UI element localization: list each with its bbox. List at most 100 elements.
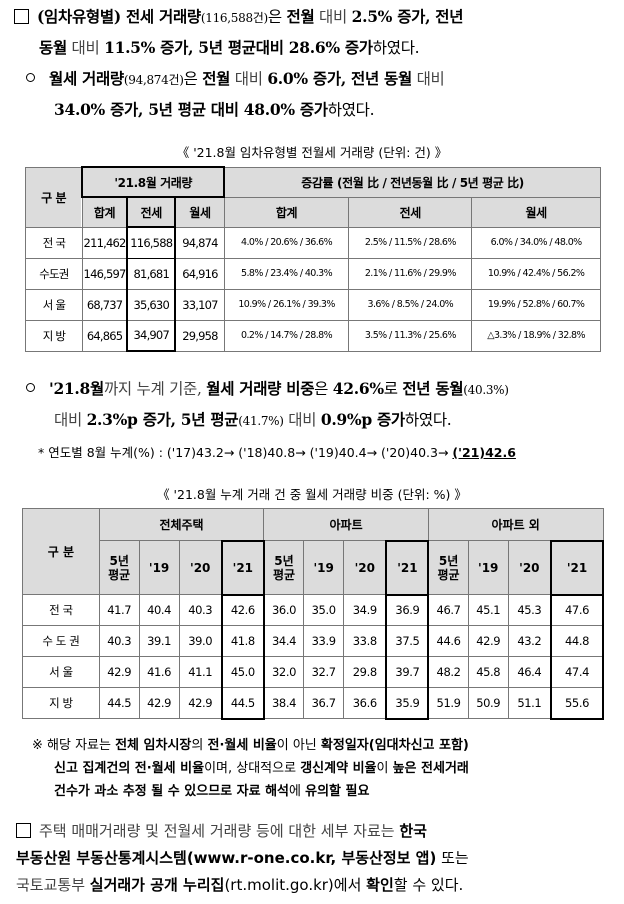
rt-molit-link[interactable]: 실거래가 공개 누리집 [89, 876, 225, 894]
text: 대비 [54, 411, 87, 429]
table2-caption: 《 '21.8월 누계 거래 건 중 월세 거래량 비중 (단위: %) 》 [157, 487, 467, 502]
share-cell: 45.0 [220, 656, 265, 688]
region-cell: 전 국 [25, 226, 83, 259]
share-cell: 51.1 [507, 687, 552, 719]
table2-subheader: '21 [220, 539, 265, 596]
share-cell: 51.9 [427, 687, 469, 719]
text: 까지 누계 기준, [103, 380, 207, 398]
text: 건수가 과소 추정 될 수 있으므로 자료 해석 [54, 784, 290, 799]
rate-total-cell: 4.0% / 20.6% / 36.6% [223, 226, 350, 259]
share-cell: 40.4 [138, 594, 180, 626]
text: 동월 [39, 38, 67, 57]
text: 은 [314, 380, 333, 398]
text: 42.6% [332, 379, 384, 398]
table-row: 전 국 211,462 116,588 94,874 4.0% / 20.6% … [25, 226, 601, 259]
table-row: 서 울 42.9 41.6 41.1 45.0 32.0 32.7 29.8 39.7 48.2 4… [22, 656, 604, 688]
table2-subheader: 5년 평균 [98, 540, 140, 595]
total-cell: 64,865 [81, 319, 128, 352]
share-cell: 39.7 [385, 656, 430, 688]
share-cell: 35.0 [303, 594, 345, 626]
text: 은 [267, 8, 287, 26]
jeonse-cell: 81,681 [126, 257, 177, 290]
table1-header-gubun: 구 분 [25, 166, 83, 228]
rate-wolse-cell: 10.9% / 42.4% / 56.2% [471, 257, 601, 290]
text: 전월 [202, 69, 231, 88]
text: 국토교통부 [16, 876, 90, 894]
table2-group-header: 아파트 [263, 508, 429, 541]
table-row: 지 방 64,865 34,907 29,958 0.2% / 14.7% / … [25, 319, 601, 352]
wolse-heading: 월세 거래량 [49, 69, 124, 88]
table2-subheader: 5년 평균 [263, 540, 305, 595]
paragraph-share-line1: '21.8월까지 누계 기준, 월세 거래량 비중은 42.6%로 전년 동월(… [26, 374, 624, 405]
text: 높은 전세거래 [392, 761, 469, 776]
text: 건수가 과소 추정 될 수 있으므로 자료 해석에 유의할 필요 [32, 780, 624, 803]
share-cell: 38.4 [263, 687, 305, 719]
table-row: 전 국 41.7 40.4 40.3 42.6 36.0 35.0 34.9 36.9 46.7 4… [22, 594, 604, 626]
jeonse-cell: 116,588 [126, 226, 177, 259]
rate-total-cell: 0.2% / 14.7% / 28.8% [223, 319, 350, 352]
share-cell: 40.3 [98, 625, 140, 657]
share-cell: 42.6 [220, 594, 265, 626]
text: 하였다. [372, 39, 420, 57]
share-cell: 33.9 [303, 625, 345, 657]
text: 이 아닌 [276, 738, 321, 753]
share-cell: 36.6 [343, 687, 387, 719]
text: 신고 집계건의 전·월세 비율이며, 상대적으로 갱신계약 비율이 높은 전세거… [32, 757, 624, 780]
region-cell: 전 국 [22, 594, 100, 626]
text: 로 [383, 380, 403, 398]
text: 부동산원 부동산통계시스템(www.r-one.co.kr, 부동산정보 앱) … [16, 845, 624, 872]
share-cell: 39.1 [138, 625, 180, 657]
yearly-cumulative-note: * 연도별 8월 누계(%) : ('17)43.2→ ('18)40.8→ (… [38, 442, 516, 461]
text: 전년 동월 [402, 379, 464, 398]
text: 주택 매매거래량 및 전월세 거래량 등에 대한 세부 자료는 한국 [16, 818, 624, 845]
wolse-cell: 64,916 [174, 257, 225, 290]
text: 2.3%p 증가, 5년 평균 [86, 410, 239, 429]
share-cell: 41.1 [178, 656, 223, 688]
text: 국토교통부 실거래가 공개 누리집(rt.molit.go.kr)에서 확인할 … [16, 872, 624, 899]
rate-jeonse-cell: 3.5% / 11.3% / 25.6% [348, 319, 473, 352]
rate-total-cell: 5.8% / 23.4% / 40.3% [223, 257, 350, 290]
text: 11.5% 증가, 5년 평균대비 28.6% 증가 [104, 38, 373, 57]
text: 전체 임차시장 [115, 738, 192, 753]
text: 이 [376, 761, 393, 776]
share-cell: 32.0 [263, 656, 305, 688]
r-one-link[interactable]: 부동산원 부동산통계시스템(www.r-one.co.kr, 부동산정보 앱) [16, 849, 437, 867]
text: 월세 거래량 비중 [206, 379, 315, 398]
text: (40.3%) [463, 383, 509, 397]
text: 한국 [399, 822, 427, 840]
table2-subheader: '19 [467, 540, 509, 595]
table2-subheader: '20 [343, 540, 387, 595]
table1-header-volume: '21.8월 거래량 [81, 166, 226, 198]
text: ※ 해당 자료는 [32, 738, 116, 753]
paragraph-jeonse-line2: 동월 대비 11.5% 증가, 5년 평균대비 28.6% 증가하였다. [14, 33, 624, 63]
square-bullet-icon [16, 823, 31, 838]
total-cell: 146,597 [81, 257, 128, 290]
share-cell: 45.1 [467, 594, 509, 626]
share-cell: 35.9 [385, 687, 430, 720]
table2-subheader: '20 [178, 540, 223, 595]
circle-bullet-icon [26, 383, 35, 392]
region-cell: 지 방 [22, 687, 100, 719]
total-cell: 68,737 [81, 288, 128, 321]
share-cell: 46.4 [507, 656, 552, 688]
region-cell: 수 도 권 [22, 625, 100, 657]
text: 갱신계약 비율 [300, 761, 377, 776]
text: ※ 해당 자료는 전체 임차시장의 전·월세 비율이 아닌 확정일자(임대차신고… [32, 734, 624, 757]
paragraph-jeonse: (임차유형별) 전세 거래량(116,588건)은 전월 대비 2.5% 증가,… [0, 2, 624, 63]
text: 이며, 상대적으로 [204, 761, 301, 776]
paragraph-wolse: 월세 거래량(94,874건)은 전월 대비 6.0% 증가, 전년 동월 대비… [0, 64, 624, 125]
table2-subheader: 5년 평균 [427, 540, 469, 595]
rate-jeonse-cell: 3.6% / 8.5% / 24.0% [348, 288, 473, 321]
text: 대비 [314, 8, 352, 26]
text: 은 [183, 70, 203, 88]
jeonse-cell: 34,907 [126, 319, 177, 352]
region-cell: 지 방 [25, 319, 83, 352]
rate-wolse-cell: 6.0% / 34.0% / 48.0% [471, 226, 601, 259]
rate-wolse-cell: △3.3% / 18.9% / 32.8% [471, 319, 601, 352]
paragraph-wolse-line2: 34.0% 증가, 5년 평균 대비 48.0% 증가하였다. [26, 95, 624, 125]
table1-subheader: 전세 [348, 196, 473, 228]
text: 전월 [286, 7, 315, 26]
region-cell: 서 울 [22, 656, 100, 688]
share-cell: 42.9 [98, 656, 140, 688]
paragraph-jeonse-line1: (임차유형별) 전세 거래량(116,588건)은 전월 대비 2.5% 증가,… [14, 2, 624, 33]
